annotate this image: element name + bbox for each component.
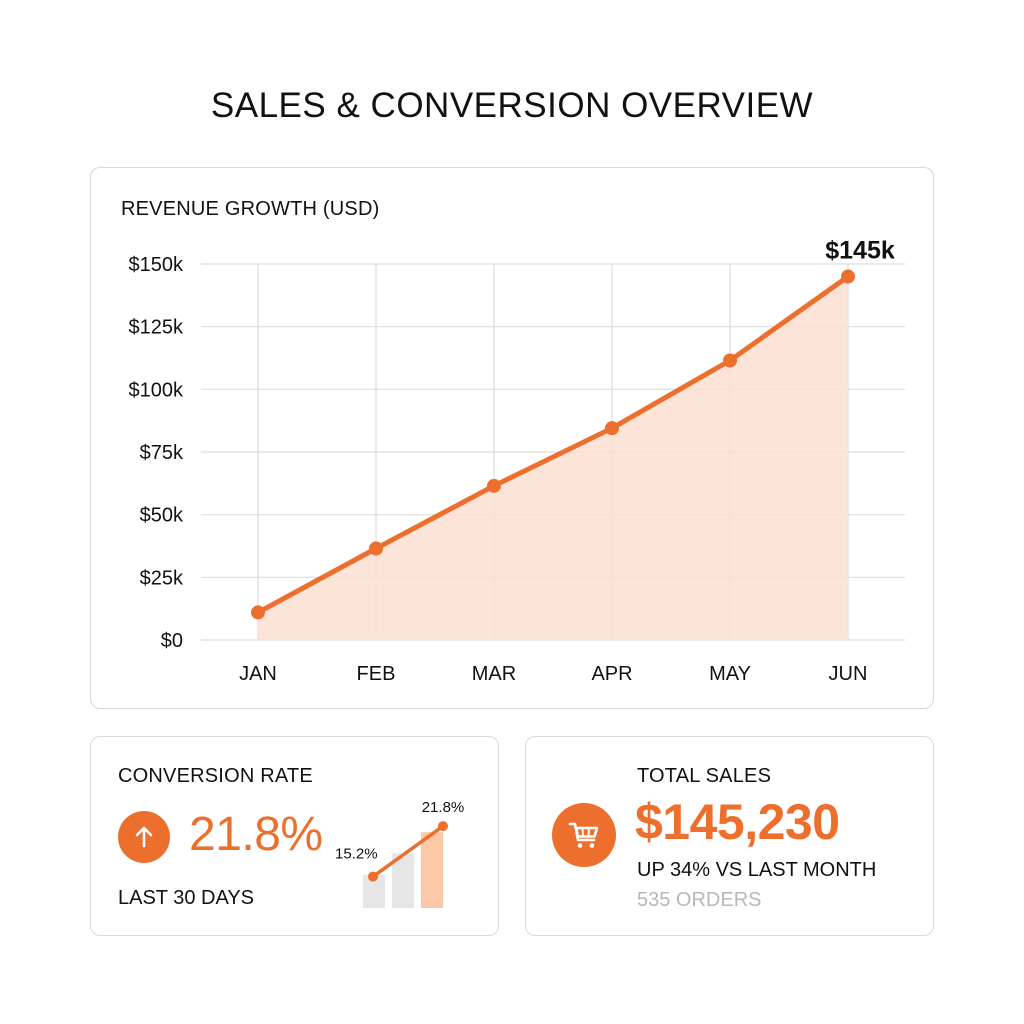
x-tick-label: APR [591,663,632,685]
mini-bar [363,874,385,908]
conversion-mini-chart: 15.2% 21.8% [335,799,465,908]
y-tick-label: $50k [140,505,184,527]
x-tick-label: MAR [472,663,516,685]
mini-bar [421,832,443,908]
total-sales-value: $145,230 [635,794,840,850]
revenue-data-point [605,421,619,436]
shopping-cart-icon [552,803,616,867]
revenue-chart-card: REVENUE GROWTH (USD) $0 $25k $50k $75k $100k… [90,167,934,709]
y-tick-label: $25k [140,567,184,589]
revenue-line [255,274,851,615]
mini-trend-start-point [368,871,378,882]
arrow-up-icon [118,811,170,863]
page-title: SALES & CONVERSION OVERVIEW [210,86,814,125]
x-tick-label: JAN [239,663,277,685]
mini-end-label: 21.8% [422,799,465,816]
total-sales-title: TOTAL SALES [637,765,772,787]
revenue-data-point [251,605,265,620]
y-tick-label: $75k [140,442,184,464]
y-tick-label: $0 [161,630,183,652]
x-tick-label: FEB [357,663,396,685]
mini-trend-end-point [438,821,448,832]
x-tick-label: JUN [829,663,868,685]
sales-change-label: UP 34% VS LAST MONTH [637,859,877,881]
mini-start-label: 15.2% [335,846,378,863]
mini-bar [392,853,414,908]
x-tick-label: MAY [709,663,751,685]
orders-count-label: 535 ORDERS [637,889,762,911]
conversion-period-label: LAST 30 DAYS [118,887,254,909]
mini-trend-line [371,824,445,879]
y-tick-label: $100k [129,379,184,401]
revenue-data-point [487,478,501,493]
conversion-rate-title: CONVERSION RATE [118,765,313,787]
revenue-data-point [841,269,855,284]
y-tick-label: $150k [129,254,184,276]
conversion-rate-card: CONVERSION RATE 21.8% LAST 30 DAYS 15.2%… [90,736,499,936]
total-sales-card: TOTAL SALES $145,230 UP 34% VS LAST MONT… [525,736,934,936]
y-tick-label: $125k [129,317,184,339]
revenue-end-label: $145k [825,237,895,265]
revenue-chart-title: REVENUE GROWTH (USD) [121,198,380,220]
revenue-data-point [369,541,383,556]
revenue-line-chart: $0 $25k $50k $75k $100k $125k $150k JAN FEB MAR AP… [129,237,905,685]
conversion-rate-value: 21.8% [189,808,323,861]
revenue-data-point [723,353,737,368]
